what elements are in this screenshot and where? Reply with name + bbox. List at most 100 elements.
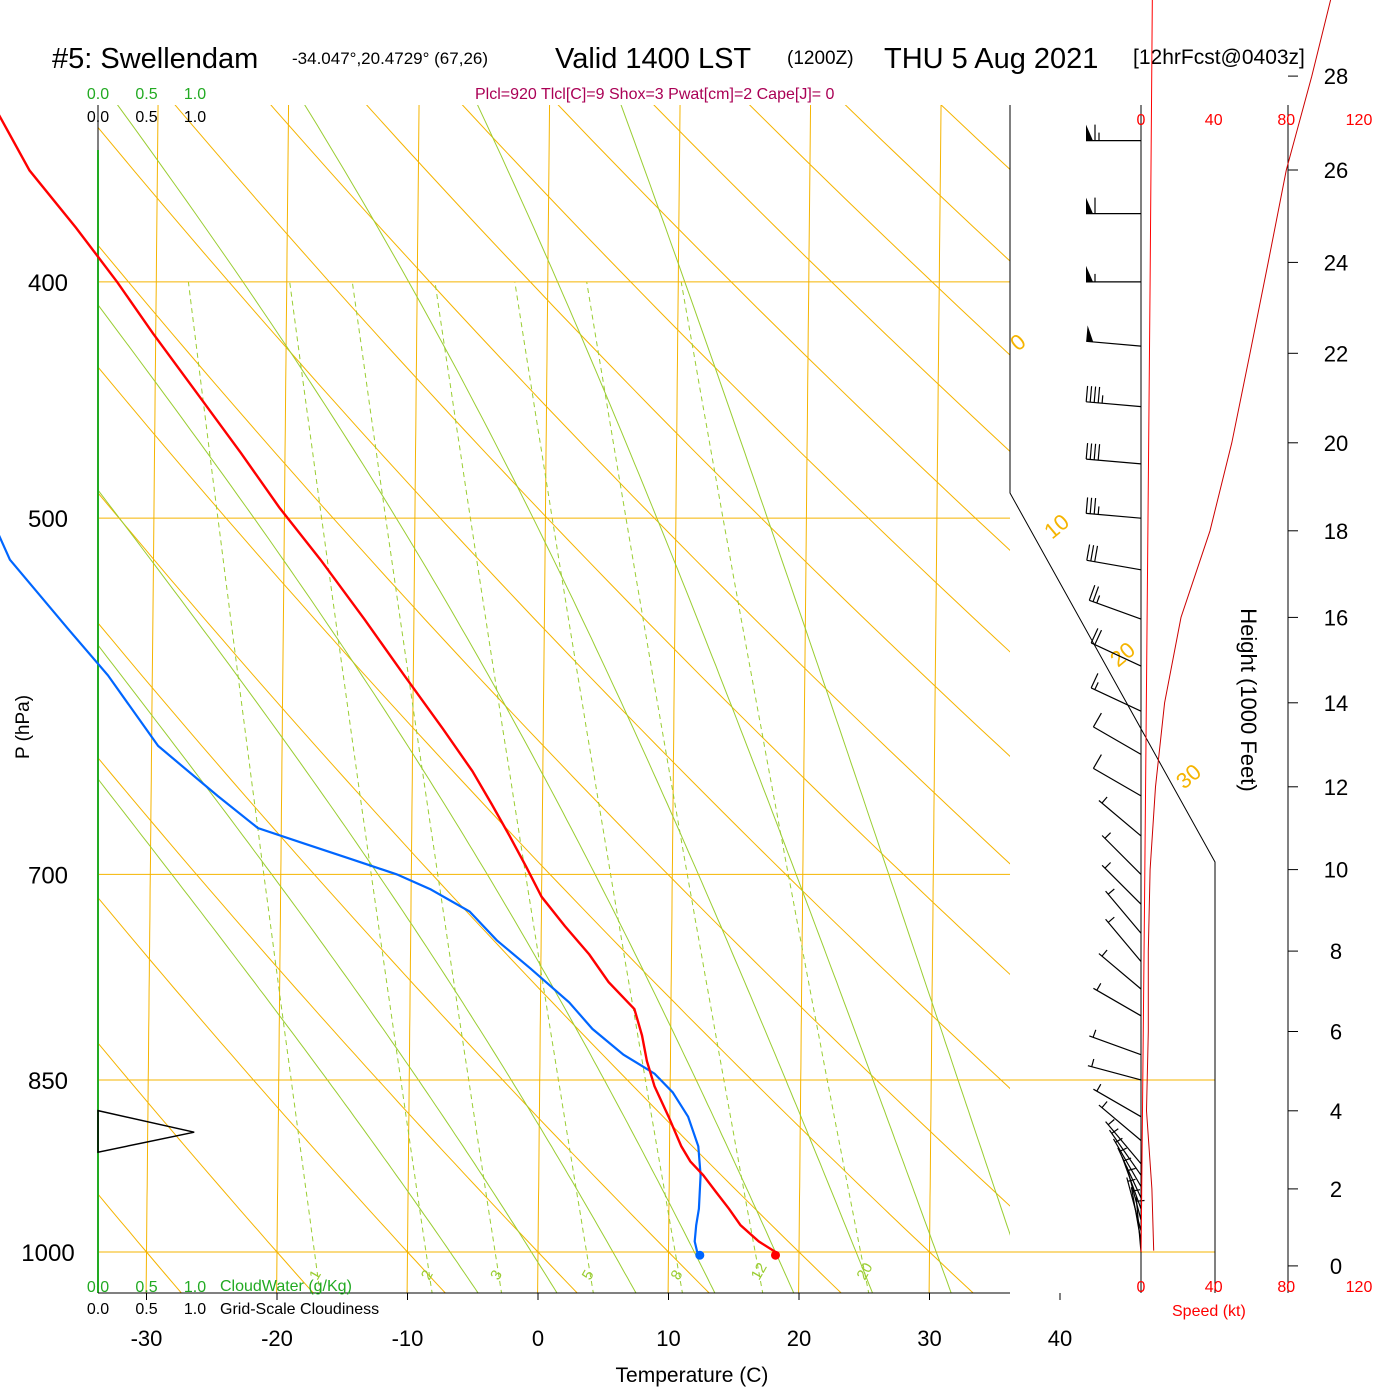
speed-tick-label-bottom: 80 bbox=[1277, 1279, 1295, 1296]
cloudwater-tick-top: 1.0 bbox=[184, 86, 206, 103]
cloudwater-tick-bottom: 1.0 bbox=[184, 1279, 206, 1296]
mixing-ratio-label: 20 bbox=[853, 1260, 876, 1283]
temperature-tick-label: 30 bbox=[917, 1326, 941, 1351]
wind-barb bbox=[1086, 124, 1141, 142]
wind-barb bbox=[1105, 1119, 1142, 1165]
isobar-lines bbox=[98, 281, 1215, 1253]
plot-right-boundary bbox=[1009, 105, 1216, 1293]
dry-adiabat-line bbox=[748, 105, 1010, 356]
cloudwater-tick-top: 0.5 bbox=[135, 86, 157, 103]
height-axis: 02468101214161820222426283032 bbox=[1288, 64, 1348, 1279]
moist-adiabat-line bbox=[116, 105, 795, 1293]
dry-adiabat-line bbox=[98, 757, 578, 1293]
temperature-tick-label: 40 bbox=[1048, 1326, 1072, 1351]
wind-barb bbox=[1126, 1177, 1142, 1231]
mixing-ratio-line bbox=[351, 281, 503, 1293]
dry-adiabat-line bbox=[366, 105, 1010, 757]
dry-adiabat-line bbox=[662, 0, 1400, 1304]
isotherm-right-label: 20 bbox=[1105, 637, 1140, 672]
wind-barb bbox=[1088, 584, 1142, 620]
surface-dewpoint-marker bbox=[695, 1250, 705, 1260]
dry-adiabat-line bbox=[749, 0, 1400, 1304]
mixing-ratio-label: 8 bbox=[668, 1267, 687, 1283]
height-axis-title: Height (1000 Feet) bbox=[1236, 608, 1261, 791]
isotherm-line bbox=[16, 0, 32, 1304]
wind-barb bbox=[1101, 832, 1142, 875]
speed-tick-label-bottom: 40 bbox=[1205, 1279, 1223, 1296]
isotherm-line bbox=[798, 105, 812, 1293]
temperature-tick-label: 10 bbox=[656, 1326, 680, 1351]
valid-time: Valid 1400 LST bbox=[555, 43, 751, 75]
moist-adiabat-line bbox=[304, 105, 874, 1293]
temperature-tick-label: -30 bbox=[131, 1326, 163, 1351]
height-profile-line bbox=[1140, 0, 1153, 1253]
temperature-line bbox=[0, 114, 777, 1254]
isotherm-line bbox=[1190, 0, 1206, 1304]
mixing-ratio-label: 12 bbox=[748, 1260, 771, 1283]
speed-tick-label-top: 80 bbox=[1277, 112, 1295, 129]
temperature-tick-label: -10 bbox=[392, 1326, 424, 1351]
moist-adiabat-line bbox=[98, 304, 716, 1293]
temperature-tick-label: 0 bbox=[532, 1326, 544, 1351]
height-tick-label: 26 bbox=[1324, 158, 1348, 183]
dry-adiabat-line bbox=[98, 492, 842, 1293]
pressure-tick-label: 700 bbox=[28, 862, 68, 889]
wind-barb bbox=[1086, 265, 1141, 283]
wind-barb bbox=[1085, 497, 1142, 519]
mixing-ratio-label: 3 bbox=[487, 1267, 506, 1283]
mixing-ratio-labels: 1 2 3 5 8 12 20 bbox=[306, 1260, 876, 1283]
stability-indices: Plcl=920 Tlcl[C]=9 Shox=3 Pwat[cm]=2 Cap… bbox=[475, 86, 835, 103]
dry-adiabat-line bbox=[940, 105, 1010, 171]
isotherm-line bbox=[928, 105, 942, 1293]
dewpoint-line bbox=[0, 534, 702, 1253]
pressure-tick-label: 1000 bbox=[21, 1240, 74, 1267]
wind-barb bbox=[1098, 796, 1142, 837]
speed-tick-label-top: 40 bbox=[1205, 112, 1223, 129]
height-tick-label: 24 bbox=[1324, 250, 1348, 275]
cloudwater-tick-top: 0.0 bbox=[87, 86, 109, 103]
moist-adiabat-line bbox=[477, 105, 952, 1293]
dry-adiabat-line bbox=[270, 105, 1010, 865]
speed-tick-label-bottom: 0 bbox=[1137, 1279, 1146, 1296]
mixing-ratio-line bbox=[187, 281, 321, 1293]
dry-adiabat-line bbox=[557, 105, 1010, 551]
isotherm-right-label: 30 bbox=[1171, 759, 1206, 794]
height-tick-label: 12 bbox=[1324, 775, 1348, 800]
cloudiness-tick-bottom: 1.0 bbox=[184, 1301, 206, 1318]
height-tick-label: 8 bbox=[1330, 939, 1342, 964]
isotherm-line bbox=[276, 105, 290, 1293]
moist-adiabat-line bbox=[620, 105, 1010, 1236]
isotherm-line bbox=[406, 105, 420, 1293]
mixing-ratio-label: 2 bbox=[418, 1267, 437, 1283]
pressure-tick-label: 400 bbox=[28, 270, 68, 297]
surface-temperature-marker bbox=[771, 1250, 780, 1260]
valid-date: THU 5 Aug 2021 bbox=[884, 43, 1098, 75]
wind-barb bbox=[1101, 862, 1142, 905]
wind-barb bbox=[1121, 1156, 1142, 1210]
wind-barbs bbox=[1085, 124, 1145, 1253]
dry-adiabat-line bbox=[98, 126, 1010, 1090]
height-tick-label: 16 bbox=[1324, 605, 1348, 630]
cloudwater-profile bbox=[97, 1109, 195, 1154]
isotherm-lines bbox=[16, 0, 1206, 1304]
height-tick-label: 18 bbox=[1324, 519, 1348, 544]
moist-adiabat-line bbox=[98, 644, 558, 1293]
cloudiness-title: Grid-Scale Cloudiness bbox=[220, 1301, 379, 1318]
wind-barb bbox=[1090, 673, 1142, 712]
cloudwater-tick-bottom: 0.0 bbox=[87, 1279, 109, 1296]
height-tick-label: 0 bbox=[1330, 1254, 1342, 1279]
wind-barb bbox=[1092, 754, 1142, 797]
moist-adiabat-line bbox=[98, 778, 479, 1293]
wind-barb bbox=[1093, 983, 1142, 1017]
pressure-tick-label: 850 bbox=[28, 1068, 68, 1095]
cloudwater-indicator bbox=[97, 1109, 195, 1154]
mixing-ratio-line bbox=[434, 281, 594, 1293]
dry-adiabat-line bbox=[98, 366, 974, 1293]
mixing-ratio-lines bbox=[187, 281, 870, 1293]
height-tick-label: 2 bbox=[1330, 1177, 1342, 1202]
wind-barb bbox=[1086, 325, 1142, 347]
mixing-ratio-line bbox=[680, 281, 870, 1293]
utc-time: (1200Z) bbox=[787, 48, 854, 69]
